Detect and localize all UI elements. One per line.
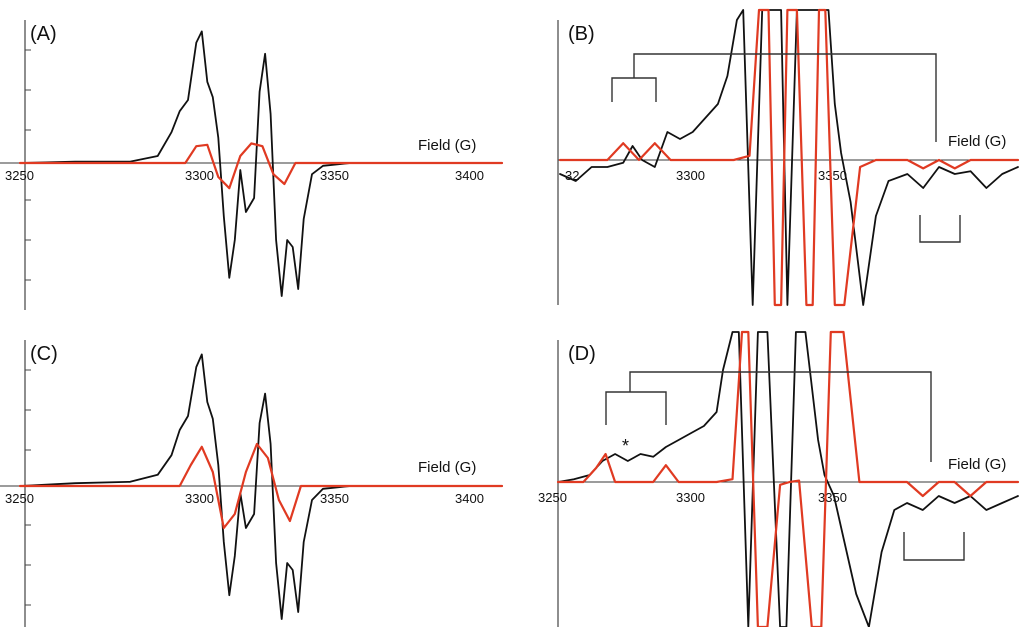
panel-c-x-tick-3300: 3300 [185, 491, 214, 506]
panel-d: (D) Field (G) 3250 3300 3350 * [538, 330, 1020, 627]
panel-d-simulation-trace [556, 330, 1020, 627]
panel-b-experimental-trace [559, 9, 1019, 306]
panel-c-x-tick-3350: 3350 [320, 491, 349, 506]
panel-b-letter: (B) [568, 23, 595, 45]
panel-d-letter: (D) [568, 343, 596, 365]
panel-a-letter: (A) [30, 23, 57, 45]
panel-c-letter: (C) [30, 343, 58, 365]
panel-b-hyperfine-brackets [611, 53, 961, 243]
panel-b-simulation-trace [558, 8, 1020, 307]
panel-d-plot [556, 330, 1020, 627]
panel-c-y-ticks [25, 369, 31, 606]
panel-a-plot [18, 30, 504, 297]
panel-b-x-tick-3350: 3350 [818, 168, 847, 183]
panel-a-x-tick-3300: 3300 [185, 168, 214, 183]
panel-b-x-tick-3300: 3300 [676, 168, 705, 183]
panel-a: (A) Field (G) 3250 3300 3350 3400 [0, 20, 504, 310]
panel-d-asterisk-annotation: * [622, 436, 629, 456]
panel-d-x-tick-3250: 3250 [538, 490, 567, 505]
panel-d-experimental-trace [557, 331, 1019, 627]
panel-d-hyperfine-brackets [605, 371, 965, 561]
panel-c-x-axis-title: Field (G) [418, 459, 476, 476]
panel-a-x-tick-3350: 3350 [320, 168, 349, 183]
panel-b-upper-bracket [611, 53, 937, 142]
panel-b-plot [558, 8, 1020, 307]
panel-c-plot [18, 353, 504, 620]
panel-a-simulation-trace [18, 142, 504, 190]
panel-b-x-tick-32: 32 [565, 168, 579, 183]
panel-c-x-tick-3250: 3250 [5, 491, 34, 506]
panel-d-upper-bracket [605, 371, 932, 462]
panel-c: (C) Field (G) 3250 3300 3350 3400 [0, 340, 504, 627]
panel-d-x-axis-title: Field (G) [948, 456, 1006, 473]
panel-a-x-tick-3400: 3400 [455, 168, 484, 183]
panel-a-x-axis-title: Field (G) [418, 137, 476, 154]
panel-b-lower-bracket [919, 215, 961, 243]
panel-a-experimental-trace [19, 30, 503, 297]
panel-d-lower-bracket [903, 532, 965, 561]
panel-b-x-axis-title: Field (G) [948, 133, 1006, 150]
panel-d-x-tick-3300: 3300 [676, 490, 705, 505]
panel-b: (B) Field (G) 32 3300 3350 [557, 8, 1020, 307]
panel-a-x-tick-3250: 3250 [5, 168, 34, 183]
panel-c-x-tick-3400: 3400 [455, 491, 484, 506]
panel-c-simulation-trace [18, 442, 504, 530]
panel-a-y-ticks [25, 49, 31, 281]
